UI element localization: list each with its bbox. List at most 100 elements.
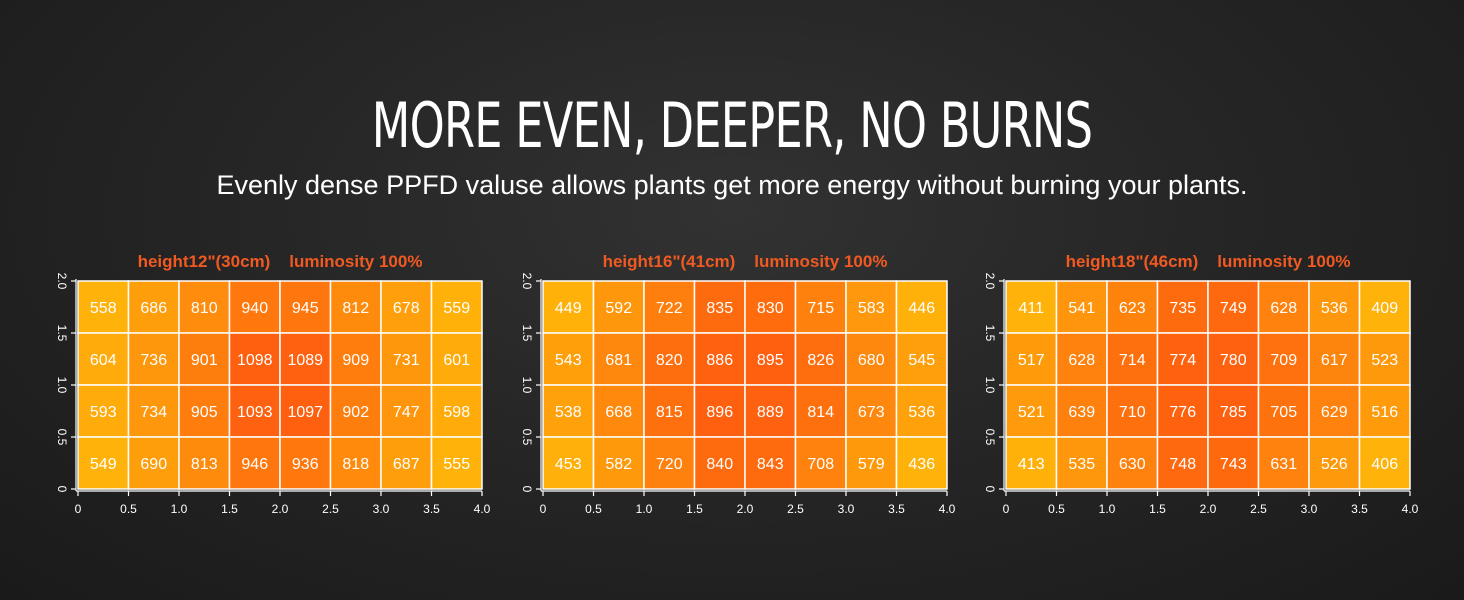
cell-value-label: 406 bbox=[1371, 456, 1398, 473]
cell-value-label: 411 bbox=[1018, 300, 1044, 317]
cell-value-label: 714 bbox=[1119, 352, 1146, 369]
heatmap-cell bbox=[744, 384, 797, 438]
cell-value-label: 583 bbox=[858, 300, 885, 317]
cell-value-label: 521 bbox=[1018, 404, 1045, 421]
x-tick-label: 1.0 bbox=[171, 502, 188, 516]
cell-value-label: 628 bbox=[1068, 352, 1095, 369]
heatmap-cell bbox=[1358, 280, 1411, 334]
heatmap-cell bbox=[592, 436, 645, 490]
heatmap-cell bbox=[228, 436, 281, 490]
x-tick-label: 1.0 bbox=[1099, 502, 1116, 516]
x-tick-label: 0.5 bbox=[585, 502, 602, 516]
y-tick-label: 0.5 bbox=[983, 429, 997, 446]
cell-value-label: 687 bbox=[393, 456, 420, 473]
cell-value-label: 526 bbox=[1321, 456, 1348, 473]
cell-value-label: 535 bbox=[1068, 456, 1095, 473]
cell-value-label: 810 bbox=[191, 300, 218, 317]
y-tick-label: 1.0 bbox=[983, 377, 997, 394]
cell-value-label: 631 bbox=[1270, 456, 1297, 473]
x-tick-label: 2.5 bbox=[787, 502, 804, 516]
heatmap-cell bbox=[380, 436, 433, 490]
heatmap-cell bbox=[895, 280, 948, 334]
cell-value-label: 543 bbox=[555, 352, 582, 369]
cell-value-label: 749 bbox=[1220, 300, 1247, 317]
y-tick-label: 1.5 bbox=[55, 325, 69, 342]
x-tick-label: 2.0 bbox=[1200, 502, 1217, 516]
cell-value-label: 896 bbox=[706, 404, 733, 421]
y-tick-label: 2.0 bbox=[520, 273, 534, 290]
x-tick-label: 3.0 bbox=[373, 502, 390, 516]
heatmap-cell bbox=[592, 332, 645, 386]
heatmap-cell bbox=[1156, 280, 1209, 334]
heatmap-chart-41cm: height16"(41cm) luminosity 100% 449 592 722… bbox=[520, 252, 956, 516]
heatmap-cell bbox=[1308, 384, 1361, 438]
cell-value-label: 840 bbox=[706, 456, 733, 473]
cell-value-label: 736 bbox=[140, 352, 167, 369]
cell-value-label: 523 bbox=[1371, 352, 1398, 369]
heatmap-cell bbox=[380, 384, 433, 438]
cell-value-label: 1098 bbox=[237, 352, 273, 369]
cell-value-label: 731 bbox=[393, 352, 420, 369]
heatmap-cell bbox=[845, 332, 898, 386]
heatmap-cell bbox=[127, 280, 180, 334]
cell-value-label: 629 bbox=[1321, 404, 1348, 421]
heatmap-cell bbox=[744, 436, 797, 490]
y-tick-label: 1.5 bbox=[520, 325, 534, 342]
heatmap-cell bbox=[895, 384, 948, 438]
x-tick-label: 1.5 bbox=[686, 502, 703, 516]
x-tick-label: 1.5 bbox=[221, 502, 238, 516]
x-tick-label: 0 bbox=[540, 502, 547, 516]
cell-value-label: 722 bbox=[656, 300, 683, 317]
cell-value-label: 582 bbox=[605, 456, 632, 473]
heatmap-cell bbox=[279, 436, 332, 490]
heatmap-cell bbox=[430, 384, 483, 438]
cell-value-label: 813 bbox=[191, 456, 218, 473]
y-tick-label: 2.0 bbox=[983, 273, 997, 290]
heatmap-cell bbox=[430, 280, 483, 334]
x-tick-label: 2.0 bbox=[737, 502, 754, 516]
heatmap-chart-30cm: height12"(30cm) luminosity 100% 558 686 810… bbox=[55, 252, 491, 516]
heatmap-cell bbox=[845, 436, 898, 490]
cell-value-label: 780 bbox=[1220, 352, 1247, 369]
x-tick-label: 4.0 bbox=[474, 502, 491, 516]
cell-value-label: 815 bbox=[656, 404, 683, 421]
x-tick-label: 3.0 bbox=[838, 502, 855, 516]
heatmap-cell bbox=[542, 332, 595, 386]
cell-value-label: 776 bbox=[1169, 404, 1196, 421]
heatmap-cell bbox=[1005, 332, 1058, 386]
x-tick-label: 2.5 bbox=[322, 502, 339, 516]
y-tick-label: 1.5 bbox=[983, 325, 997, 342]
cell-value-label: 409 bbox=[1371, 300, 1398, 317]
cell-value-label: 820 bbox=[656, 352, 683, 369]
cell-value-label: 735 bbox=[1169, 300, 1196, 317]
x-tick-label: 0.5 bbox=[120, 502, 137, 516]
cell-value-label: 709 bbox=[1270, 352, 1297, 369]
heatmap-cell bbox=[845, 384, 898, 438]
heatmap-cell bbox=[693, 280, 746, 334]
cell-value-label: 895 bbox=[757, 352, 784, 369]
heatmap-cell bbox=[1257, 332, 1310, 386]
heatmap-cell bbox=[329, 384, 382, 438]
chart-title: height18"(46cm) luminosity 100% bbox=[1066, 252, 1351, 271]
cell-value-label: 516 bbox=[1371, 404, 1398, 421]
cell-value-label: 449 bbox=[555, 300, 582, 317]
heatmap-cell bbox=[1207, 436, 1260, 490]
cell-value-label: 686 bbox=[140, 300, 167, 317]
heatmap-cell bbox=[794, 280, 847, 334]
cell-value-label: 710 bbox=[1119, 404, 1146, 421]
heatmap-cell bbox=[643, 436, 696, 490]
heatmap-cell bbox=[430, 436, 483, 490]
heatmap-cell bbox=[77, 280, 130, 334]
cell-value-label: 1089 bbox=[287, 352, 323, 369]
cell-value-label: 705 bbox=[1270, 404, 1297, 421]
cell-value-label: 536 bbox=[1321, 300, 1348, 317]
heatmap-cell bbox=[794, 436, 847, 490]
cell-value-label: 598 bbox=[443, 404, 470, 421]
heatmap-cell bbox=[643, 280, 696, 334]
heatmap-cell bbox=[794, 332, 847, 386]
cell-value-label: 889 bbox=[757, 404, 784, 421]
cell-value-label: 785 bbox=[1220, 404, 1247, 421]
heatmap-cell bbox=[542, 436, 595, 490]
cell-value-label: 538 bbox=[555, 404, 582, 421]
x-tick-label: 3.5 bbox=[1351, 502, 1368, 516]
